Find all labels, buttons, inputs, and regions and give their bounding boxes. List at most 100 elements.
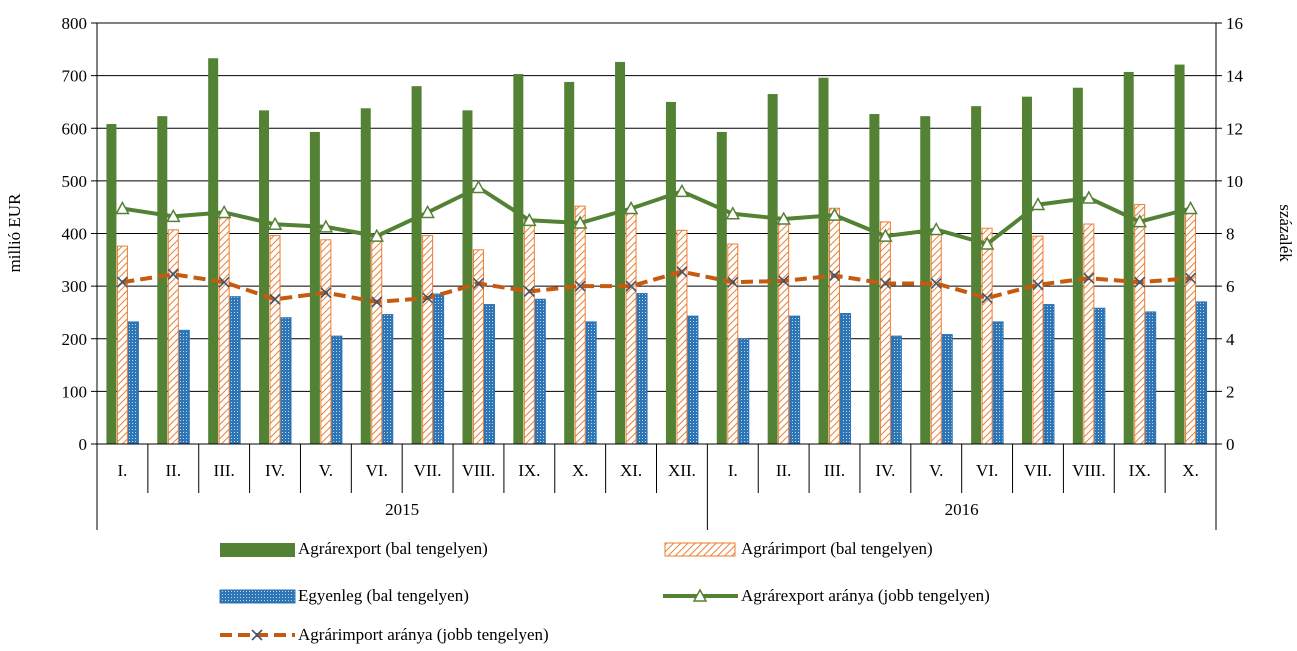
import-bar (320, 239, 332, 445)
balance-bar (178, 329, 190, 445)
export-bar (360, 108, 371, 444)
legend-label: Egyenleg (bal tengelyen) (298, 586, 469, 605)
legend: Agrárexport (bal tengelyen) Agrárimport (… (219, 539, 990, 644)
legend-label: Agrárexport (bal tengelyen) (298, 539, 488, 558)
export-bar (818, 77, 829, 444)
balance-bar (992, 321, 1004, 445)
export-bar (1174, 64, 1185, 444)
export-share-marker (522, 212, 537, 227)
right-tick-label: 6 (1226, 277, 1235, 296)
legend-swatch (664, 542, 736, 557)
export-share-marker (115, 200, 130, 215)
export-bar (767, 94, 778, 444)
balance-bar (127, 321, 139, 445)
export-share-marker (216, 204, 232, 219)
import-bar (574, 205, 586, 445)
export-share-marker (471, 179, 486, 194)
export-share-marker (827, 207, 842, 221)
category-label: I. (117, 461, 127, 480)
export-bar (615, 61, 626, 444)
balance-bar (331, 335, 343, 445)
category-label: III. (824, 461, 845, 480)
balance-bar (1196, 301, 1208, 445)
x-axis-ticks: I. II. III. IV. V. VI. VII. VIII. IX. X. XI. XII. I.… (117, 461, 1198, 519)
export-share-marker (267, 216, 283, 231)
left-tick-label: 700 (62, 67, 88, 86)
import-bar (727, 243, 739, 445)
import-share-marker (930, 277, 942, 290)
right-tick-label: 12 (1226, 119, 1243, 138)
left-tick-label: 300 (62, 277, 88, 296)
export-share-marker (674, 183, 690, 198)
import-bar (1134, 204, 1146, 445)
import-bar (371, 235, 383, 445)
import-share-marker (727, 276, 739, 288)
legend-label: Agrárexport aránya (jobb tengelyen) (741, 586, 990, 605)
legend-item: Egyenleg (bal tengelyen) (219, 586, 469, 605)
export-bar (1072, 87, 1083, 444)
left-tick-label: 200 (62, 330, 88, 349)
legend-label: Agrárimport (bal tengelyen) (741, 539, 933, 558)
export-share-marker (776, 211, 791, 225)
import-bar (1185, 211, 1197, 445)
legend-item: Agrárexport aránya (jobb tengelyen) (663, 586, 990, 605)
category-label: VI. (366, 461, 388, 480)
legend-item: Agrárexport (bal tengelyen) (220, 539, 488, 558)
category-label: I. (728, 461, 738, 480)
category-label: III. (214, 461, 235, 480)
export-share-marker (420, 204, 435, 219)
left-axis-title: millió EUR (5, 193, 24, 273)
year-label: 2015 (385, 500, 419, 519)
balance-bar (636, 292, 648, 445)
balance-bar (280, 317, 292, 445)
category-label: V. (319, 461, 333, 480)
balance-bar (941, 334, 953, 445)
import-share-marker (269, 293, 281, 305)
import-share-marker (828, 270, 841, 282)
import-bar (981, 227, 993, 445)
import-share-marker (778, 275, 790, 287)
import-share-line (122, 269, 1191, 304)
export-bar (106, 124, 117, 444)
import-share-marker (1185, 272, 1197, 284)
left-tick-label: 500 (62, 172, 88, 191)
legend-marker (692, 588, 708, 602)
legend-item: Agrárimport aránya (jobb tengelyen) (220, 625, 549, 644)
import-share-marker (116, 276, 128, 288)
category-label: X. (572, 461, 589, 480)
export-share-marker (369, 228, 385, 242)
category-label: VI. (976, 461, 998, 480)
balance-bar (738, 338, 750, 445)
category-label: V. (929, 461, 943, 480)
import-bar (218, 213, 230, 445)
category-label: IX. (1129, 461, 1151, 480)
balance-bar (789, 315, 801, 445)
export-bar (513, 74, 524, 444)
balance-bar (840, 312, 852, 445)
right-tick-label: 8 (1226, 225, 1235, 244)
export-share-marker (1030, 196, 1046, 211)
export-bar (716, 131, 727, 444)
import-bar (778, 222, 790, 445)
category-label: X. (1182, 461, 1199, 480)
balance-bar (534, 298, 546, 445)
balance-bar (382, 314, 394, 445)
export-share-line (122, 185, 1192, 246)
left-tick-label: 100 (62, 382, 88, 401)
right-tick-label: 16 (1226, 14, 1243, 33)
import-share-marker (320, 287, 332, 299)
category-label: VII. (414, 461, 442, 480)
axes (91, 22, 1222, 530)
import-share-marker (625, 280, 637, 292)
import-share-marker (167, 268, 179, 280)
export-bar (208, 58, 219, 444)
import-bar (879, 221, 891, 445)
right-tick-label: 14 (1226, 67, 1244, 86)
export-bar (411, 86, 422, 445)
balance-bar (1145, 311, 1157, 445)
import-bar (930, 233, 942, 445)
category-label: VIII. (462, 461, 496, 480)
export-bar (1123, 71, 1134, 444)
legend-swatch (219, 589, 296, 604)
